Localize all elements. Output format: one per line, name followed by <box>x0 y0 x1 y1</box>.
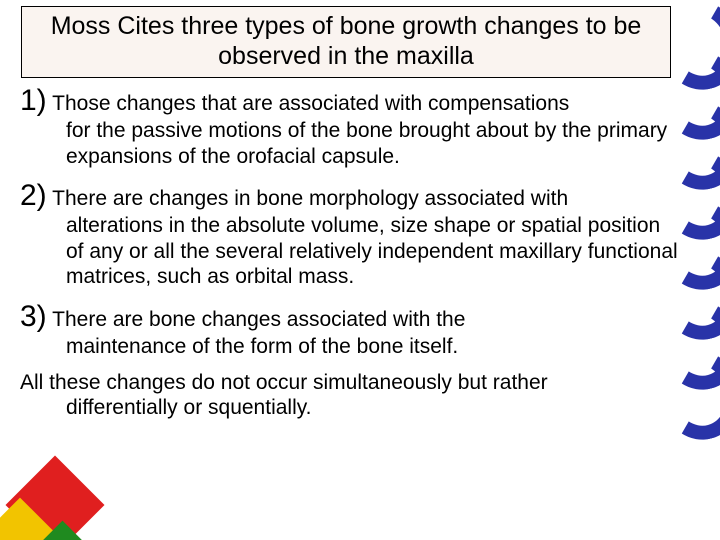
slide-content: Moss Cites three types of bone growth ch… <box>0 0 720 540</box>
item-rest: alterations in the absolute volume, size… <box>20 213 680 290</box>
item-number: 2) <box>20 179 47 212</box>
item-number: 3) <box>20 300 47 333</box>
item-rest: maintenance of the form of the bone itse… <box>20 334 680 360</box>
footer-rest: differentially or squentially. <box>20 395 680 421</box>
list-item: 1) Those changes that are associated wit… <box>12 84 680 169</box>
footer-first-line: All these changes do not occur simultane… <box>20 371 548 394</box>
item-first-line: There are changes in bone morphology ass… <box>47 187 568 210</box>
item-number: 1) <box>20 84 47 117</box>
list-item: 3) There are bone changes associated wit… <box>12 300 680 360</box>
slide-title: Moss Cites three types of bone growth ch… <box>30 11 662 71</box>
item-first-line: There are bone changes associated with t… <box>47 308 466 331</box>
item-first-line: Those changes that are associated with c… <box>47 92 570 115</box>
item-rest: for the passive motions of the bone brou… <box>20 118 680 169</box>
list-item: 2) There are changes in bone morphology … <box>12 179 680 290</box>
footer-note: All these changes do not occur simultane… <box>12 370 680 421</box>
title-box: Moss Cites three types of bone growth ch… <box>21 6 671 78</box>
